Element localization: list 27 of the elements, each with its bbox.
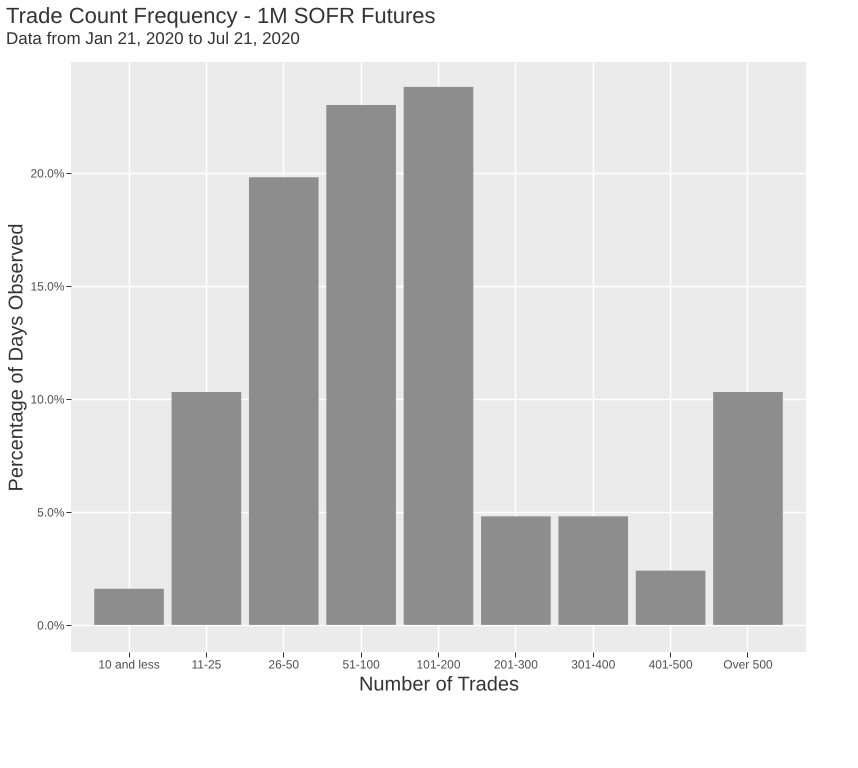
bar — [558, 516, 628, 625]
chart-subtitle: Data from Jan 21, 2020 to Jul 21, 2020 — [6, 29, 300, 48]
x-tick-label: Over 500 — [723, 658, 773, 672]
y-axis-title: Percentage of Days Observed — [5, 224, 28, 492]
x-tick-label: 26-50 — [268, 658, 300, 672]
bar — [326, 104, 396, 625]
x-tick-label: 11-25 — [191, 658, 222, 672]
bar — [713, 392, 783, 625]
bar — [94, 588, 164, 625]
bar — [172, 392, 242, 625]
y-tick-label: 0.0% — [37, 618, 65, 632]
bar — [636, 570, 706, 625]
x-tick-label: 301-400 — [571, 658, 616, 672]
x-tick-label: 51-100 — [342, 658, 380, 672]
y-tick-label: 5.0% — [37, 505, 65, 520]
x-tick-label: 101-200 — [416, 658, 461, 672]
x-tick-label: 10 and less — [98, 658, 160, 672]
y-tick-label: 10.0% — [30, 392, 65, 406]
y-tick-label: 20.0% — [30, 166, 65, 180]
x-tick-label: 401-500 — [648, 658, 693, 672]
bar — [248, 177, 319, 625]
bar — [481, 516, 551, 625]
x-axis-title: Number of Trades — [358, 674, 520, 696]
y-tick-label: 15.0% — [30, 279, 65, 294]
x-tick-label: 201-300 — [494, 658, 538, 672]
bar — [404, 86, 474, 625]
chart-title: Trade Count Frequency - 1M SOFR Futures — [6, 3, 436, 28]
